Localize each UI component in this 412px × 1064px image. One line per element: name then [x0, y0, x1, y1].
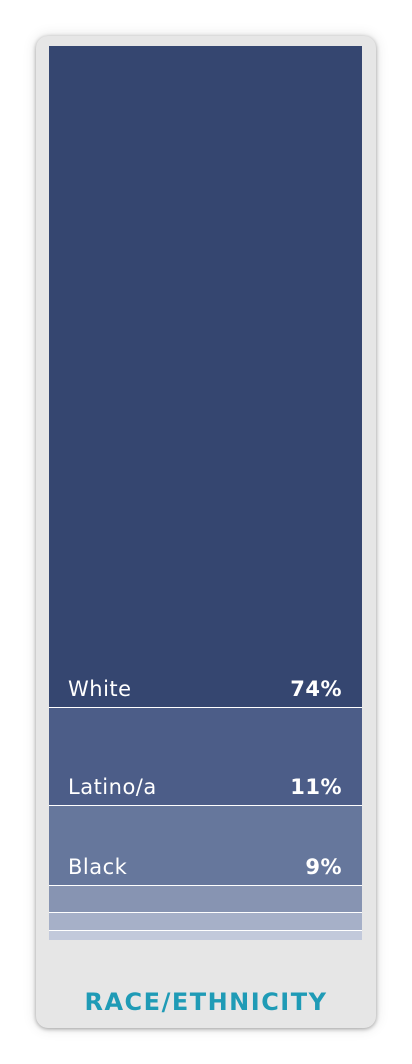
bar-segment-latino-a: Latino/a 11% — [49, 707, 362, 806]
chart-title: RACE/ETHNICITY — [84, 988, 328, 1016]
bar-segment-unlabeled-3 — [49, 886, 362, 914]
segment-value-label: 11% — [290, 774, 342, 799]
bar-segment-black: Black 9% — [49, 805, 362, 887]
bar-segment-white: White 74% — [49, 46, 362, 708]
segment-label: Black — [68, 855, 128, 880]
stacked-bar-chart: White 74% Latino/a 11% Black 9% — [49, 46, 362, 940]
bar-segment-unlabeled-4 — [49, 913, 362, 932]
segment-label: White — [68, 676, 132, 701]
bar-segment-unlabeled-5 — [49, 931, 362, 940]
segment-value-label: 9% — [305, 855, 342, 880]
chart-card: White 74% Latino/a 11% Black 9% RACE/ETHNICIT… — [36, 36, 376, 1028]
segment-label: Latino/a — [68, 774, 157, 799]
segment-value-label: 74% — [290, 676, 342, 701]
